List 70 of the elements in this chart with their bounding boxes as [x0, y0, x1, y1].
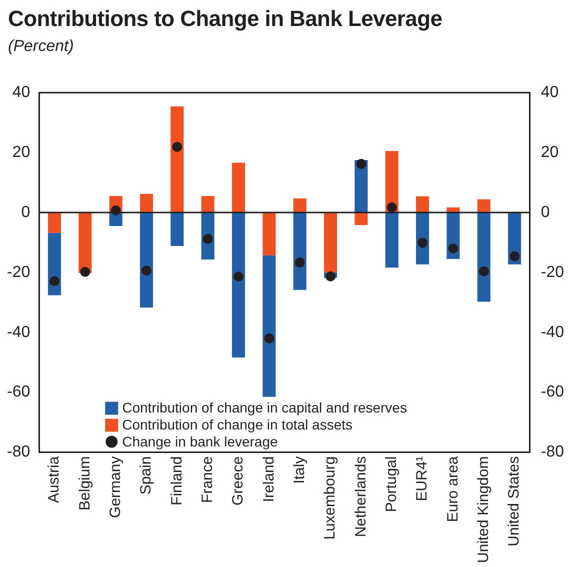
chart-subtitle: (Percent)	[8, 38, 74, 56]
bar	[140, 212, 153, 308]
x-tick-label: United Kingdom	[475, 456, 492, 564]
y-tick-label: -40	[7, 324, 30, 341]
x-tick-label: Italy	[290, 456, 308, 484]
point	[233, 272, 244, 282]
point	[356, 158, 366, 169]
y2-tick-label: -60	[540, 384, 564, 401]
bar	[78, 212, 92, 274]
point	[386, 202, 397, 212]
y-tick-label: 0	[21, 204, 30, 221]
x-tick-label: Greece	[230, 456, 247, 506]
bar	[354, 212, 368, 226]
x-tick-label: Belgium	[76, 456, 94, 510]
bar	[48, 212, 61, 233]
bar	[232, 162, 246, 212]
y2-tick-label: -20	[540, 264, 564, 281]
x-tick-label: Portugal	[382, 456, 400, 512]
x-tick-label: EUR4¹	[414, 456, 431, 502]
x-tick-label: Netherlands	[352, 456, 370, 538]
bar	[416, 196, 430, 212]
y2-tick-label: 40	[540, 84, 559, 102]
bar	[262, 255, 276, 397]
bar	[262, 212, 276, 256]
y-tick-label: -80	[7, 444, 30, 461]
legend-label: Contribution of change in capital and reserves	[122, 400, 407, 416]
point	[49, 276, 60, 286]
y2-tick-label: 20	[540, 144, 559, 161]
bar	[201, 196, 214, 212]
point	[141, 266, 152, 276]
x-tick-label: Euro area	[444, 456, 462, 522]
bar	[170, 106, 184, 212]
x-tick-label: United States	[506, 456, 523, 546]
bar	[324, 212, 338, 272]
y-tick-label: -20	[7, 264, 30, 281]
y-tick-label: 40	[12, 84, 30, 102]
bar	[48, 232, 61, 296]
y2-tick-label: -80	[540, 444, 564, 461]
x-tick-label: France	[198, 456, 216, 503]
point	[172, 142, 182, 152]
point	[448, 243, 458, 254]
bar	[232, 212, 246, 358]
point	[510, 251, 520, 262]
x-tick-label: Finland	[168, 456, 186, 506]
bar	[293, 212, 306, 290]
y2-tick-label: 0	[540, 204, 550, 221]
x-tick-label: Ireland	[260, 456, 278, 502]
x-tick-label: Austria	[46, 456, 63, 503]
point	[478, 266, 489, 276]
x-tick-label: Luxembourg	[322, 456, 339, 540]
y2-tick-label: -40	[540, 324, 564, 341]
point	[264, 333, 274, 344]
chart-title: Contributions to Change in Bank Leverage	[8, 6, 442, 32]
bar	[293, 198, 306, 212]
y-tick-label: 20	[12, 144, 30, 161]
bar	[170, 212, 184, 246]
bar	[477, 199, 490, 212]
y-tick-label: -60	[7, 384, 30, 401]
point	[326, 271, 336, 282]
point	[80, 266, 90, 277]
bar	[140, 194, 153, 212]
legend-label: Change in bank leverage	[122, 434, 278, 450]
legend-label: Contribution of change in total assets	[122, 416, 352, 433]
point	[202, 234, 213, 244]
bar	[385, 212, 398, 268]
x-tick-label: Germany	[106, 456, 124, 518]
point	[294, 258, 305, 268]
bar	[477, 212, 490, 302]
x-tick-label: Spain	[138, 456, 155, 495]
point	[418, 238, 428, 248]
